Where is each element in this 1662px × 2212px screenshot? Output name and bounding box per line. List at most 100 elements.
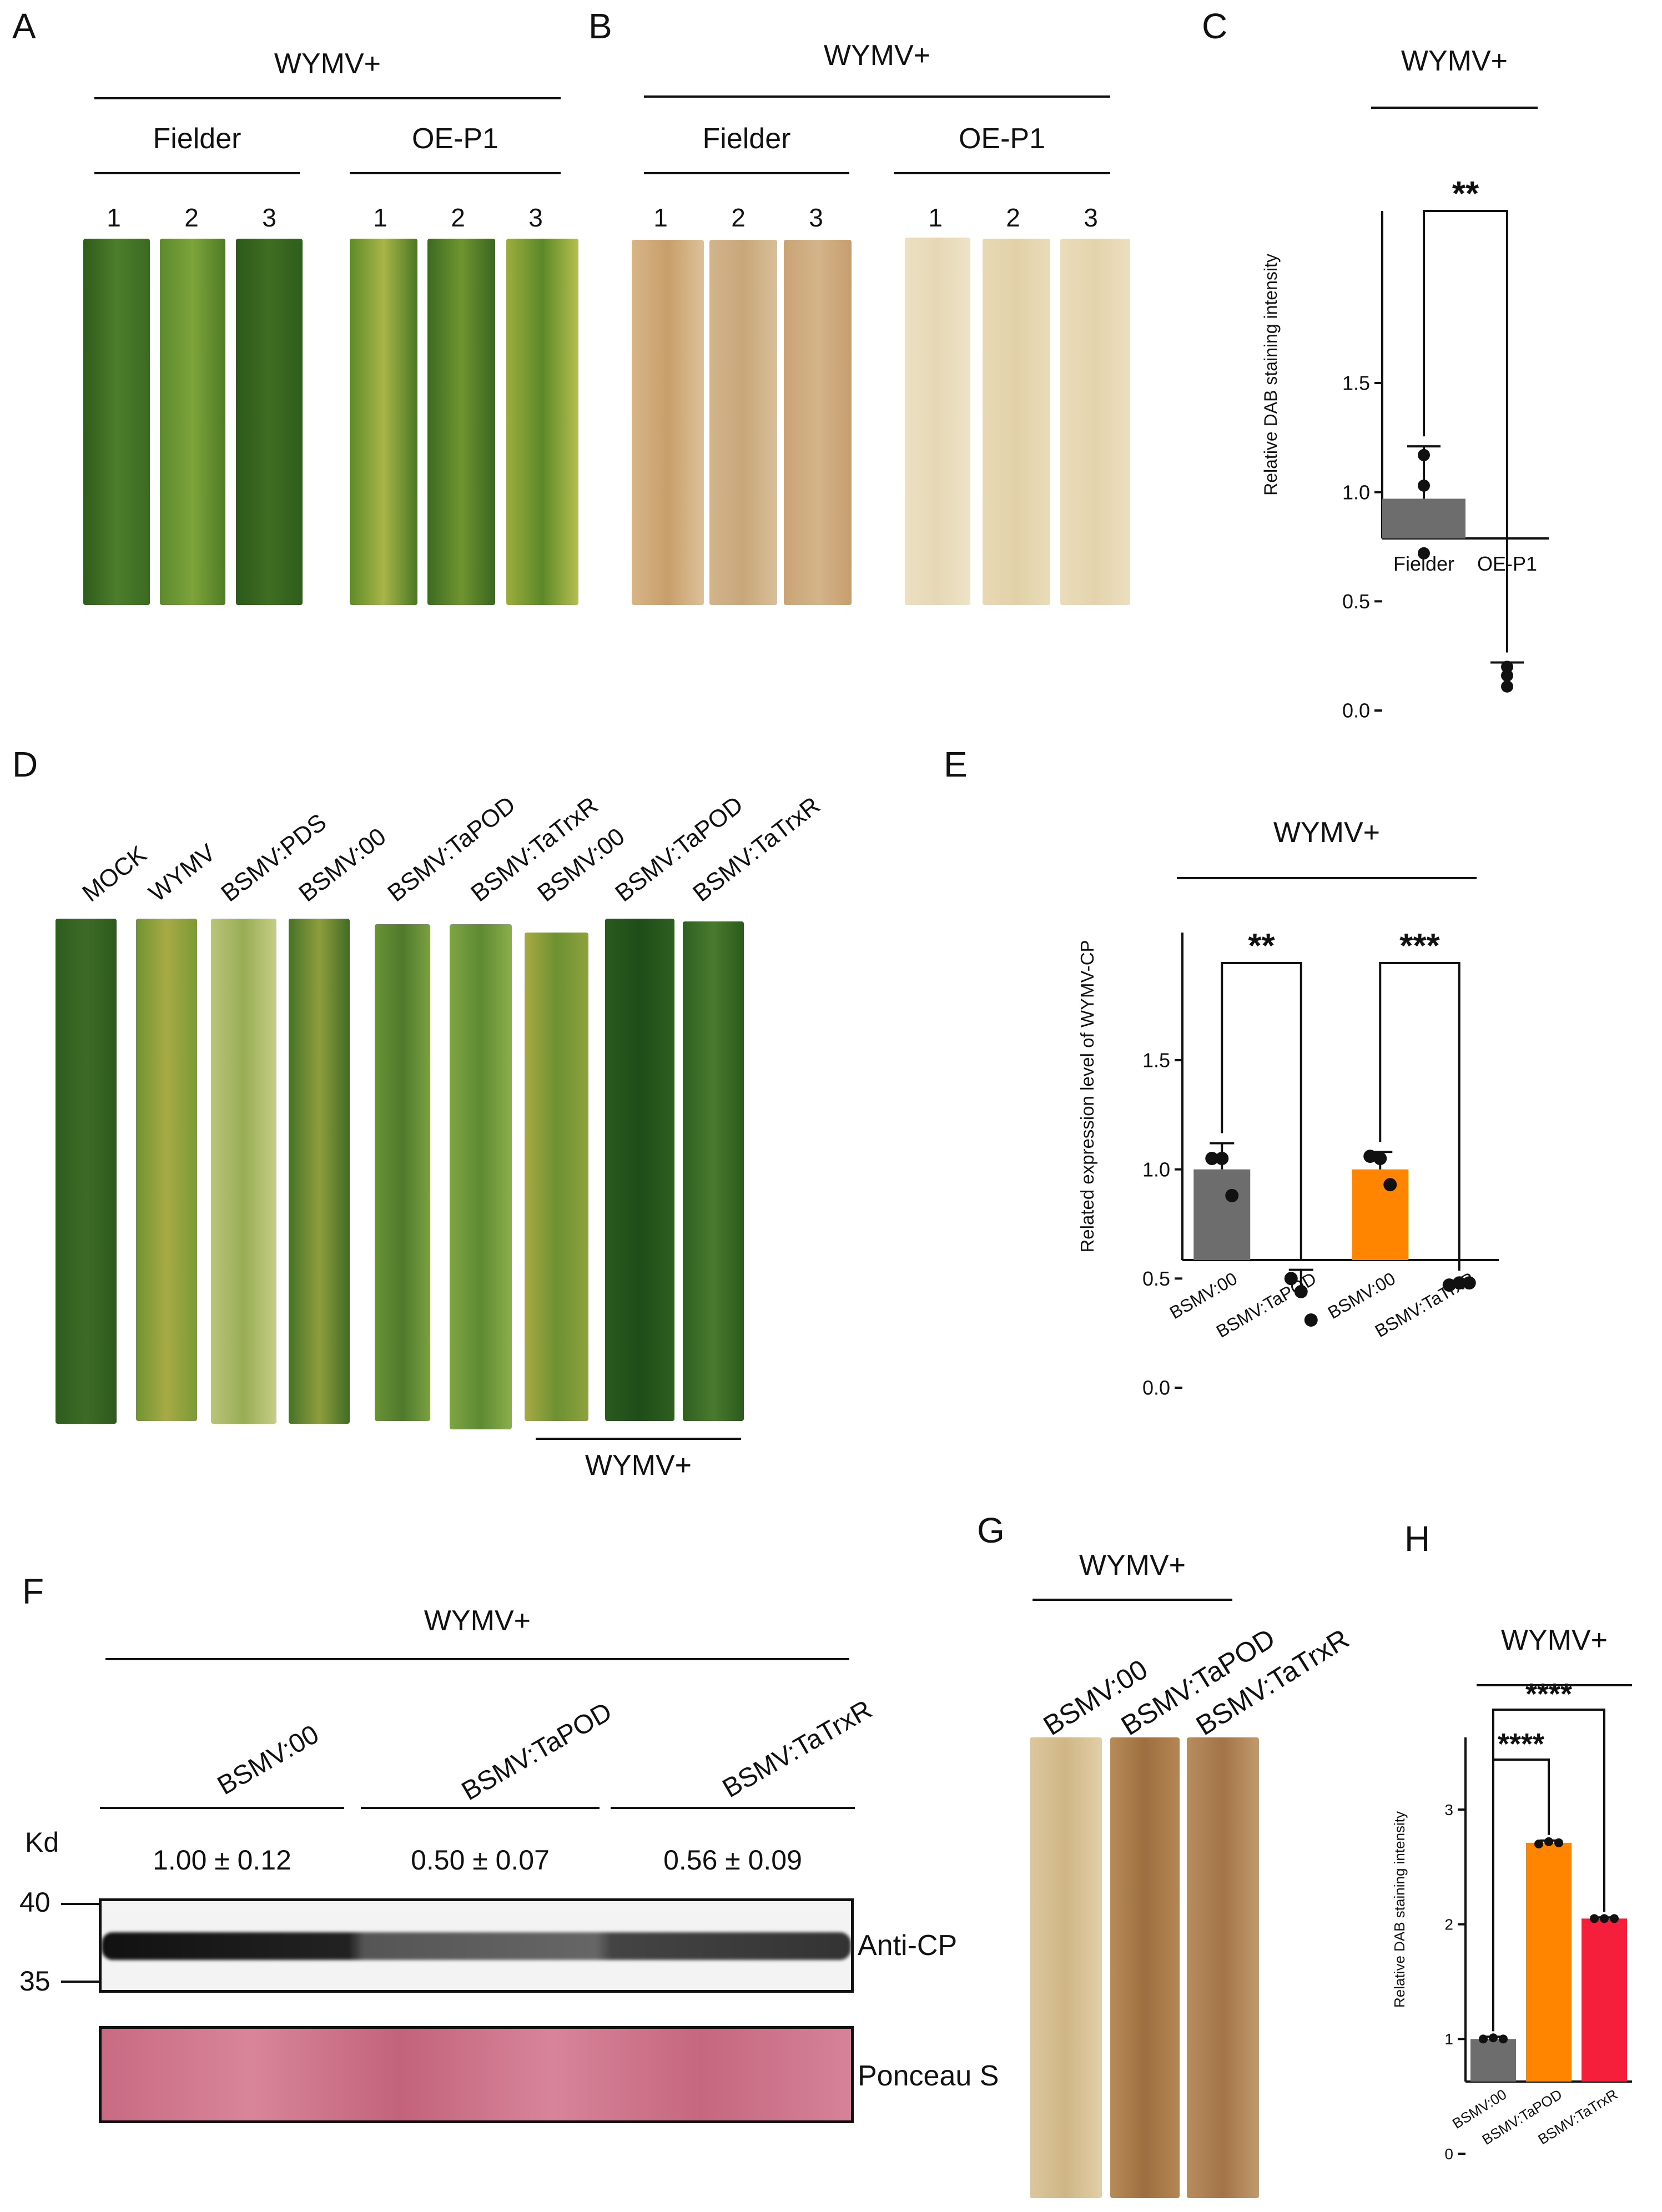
panel-f-sample-1: BSMV:00 [213,1719,324,1801]
significance-bracket [1423,210,1508,653]
bar [1382,498,1465,538]
leaf-image [450,924,512,1429]
data-point [1452,1276,1466,1290]
panel-e-group-label: WYMV+ [1273,817,1381,849]
y-tick-label: 3 [1444,1801,1453,1818]
y-tick-label: 2 [1444,1916,1453,1933]
bar [1352,1169,1409,1260]
y-tick-label: 0.0 [1142,1377,1170,1399]
panel-b-group-line [644,95,1110,98]
blot-label-anti-cp: Anti-CP [858,1929,958,1962]
panel-a-rep-6: 3 [528,203,543,232]
panel-label-g: G [977,1510,1005,1550]
western-blot-anti-cp [99,1898,854,1993]
panel-a-group-label: WYMV+ [274,48,381,80]
y-tick-label: 1.5 [1342,372,1370,395]
data-point [1462,1276,1476,1290]
panel-b-genotype-1: Fielder [702,123,791,155]
y-tick-label: 0 [1444,2145,1453,2163]
panel-f-sample-line-2 [361,1807,600,1809]
panel-a-rep-1: 1 [107,203,121,232]
data-point [1205,1152,1219,1165]
panel-f-sample-line-3 [611,1807,855,1809]
panel-b-genotype-line-1 [644,172,849,174]
bar [1582,1918,1627,2082]
data-point [1383,1178,1397,1192]
panel-b-group-label: WYMV+ [823,39,931,72]
panel-f-sample-2: BSMV:TaPOD [457,1697,617,1807]
panel-f-sample-line-1 [100,1807,344,1809]
leaf-image [289,919,350,1424]
marker-tick-40 [61,1903,100,1905]
panel-label-e: E [944,744,968,784]
data-point [1363,1150,1377,1163]
data-point [1501,661,1513,673]
panel-a-rep-4: 1 [373,203,387,232]
panel-h-group-line [1477,1684,1632,1686]
data-point [1489,2033,1498,2043]
leaf-image [56,919,117,1424]
panel-label-d: D [12,744,38,784]
panel-a-rep-2: 2 [184,203,199,232]
significance-bracket [1379,962,1460,1271]
panel-g-group-line [1033,1599,1232,1601]
panel-label-b: B [588,6,612,46]
blot-label-ponceau: Ponceau S [858,2060,999,2092]
panel-a-genotype-line-1 [94,172,300,174]
chart-c: 0.0 0.5 1.0 1.5 Relative DAB staining intens… [1261,175,1549,722]
panel-label-c: C [1202,6,1228,46]
quant-value-1: 1.00 ± 0.12 [153,1845,291,1876]
bar [1193,1169,1251,1260]
y-tick-label: 0.5 [1142,1267,1170,1290]
data-point [1534,1840,1543,1848]
data-point [1590,1914,1599,1923]
panel-d-sample-2: WYMV [144,839,221,908]
panel-label-a: A [12,6,36,46]
panel-f-group-line [105,1658,849,1660]
data-point [1442,1278,1456,1292]
data-point [1544,1837,1553,1846]
data-point [1418,449,1430,461]
panel-a-genotype-1: Fielder [153,123,241,155]
y-tick-label: 0.5 [1342,590,1370,613]
y-tick-label: 1.5 [1142,1049,1170,1072]
leaf-image [1030,1737,1102,2198]
quant-value-2: 0.50 ± 0.07 [411,1845,550,1876]
leaf-image [427,239,495,605]
panel-h-group-label: WYMV+ [1500,1624,1608,1656]
data-point [1284,1272,1298,1286]
data-point [1501,680,1513,693]
leaf-image [709,240,777,605]
leaf-image [136,919,197,1421]
panel-a-rep-5: 2 [451,203,465,232]
panel-f-group-label: WYMV+ [424,1605,531,1637]
leaf-image [525,933,588,1421]
data-point [1610,1914,1619,1923]
panel-d-group-label: WYMV+ [585,1449,692,1482]
leaf-image [1187,1737,1259,2198]
data-point [1225,1188,1239,1202]
panel-a-rep-3: 3 [262,203,276,232]
data-point [1215,1152,1229,1165]
data-point [1304,1313,1318,1327]
bar [1526,1842,1572,2082]
data-point [1418,547,1430,560]
leaf-image [350,239,417,605]
y-tick-label: 1.0 [1342,481,1370,503]
marker-35: 35 [19,1966,51,1997]
panel-b-rep-4: 1 [928,203,943,232]
panel-e-group-line [1177,877,1477,879]
leaf-image [236,239,303,605]
significance-label: ** [1452,175,1479,213]
panel-b-rep-1: 1 [653,203,668,232]
ponceau-s-stain [99,2026,854,2123]
leaf-image [375,924,430,1421]
leaf-image [983,239,1050,605]
leaf-image [683,921,744,1421]
leaf-image [632,240,704,605]
panel-d-group-line [536,1438,741,1440]
panel-b-rep-6: 3 [1084,203,1098,232]
significance-label: ** [1248,927,1275,965]
y-axis-label: Related expression level of WYMV-CP [1077,940,1097,1252]
